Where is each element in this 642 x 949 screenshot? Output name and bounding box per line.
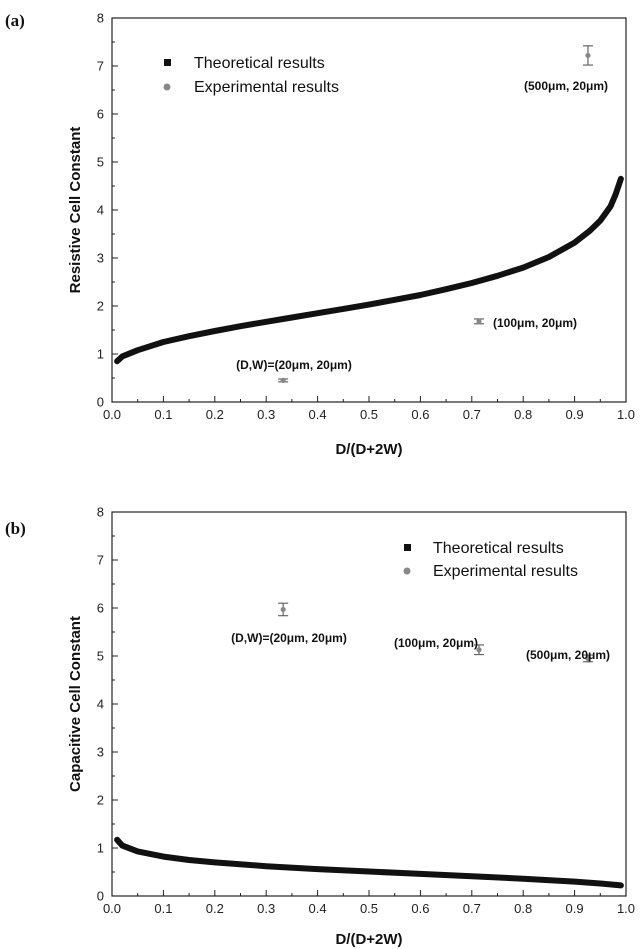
- panel-a-legend: Theoretical results Experimental results: [163, 55, 339, 96]
- panel-b-annotations: (D,W)=(20μm, 20μm) (100μm, 20μm) (500μm,…: [231, 631, 610, 662]
- y-tick-label: 1: [97, 347, 104, 362]
- panel-a: (a) 0.0 0.1 0.2 0.3 0.4 0.5 0.6 0.7 0.8 0.9 1.0 0 1…: [5, 11, 635, 459]
- y-tick-label: 6: [97, 107, 104, 122]
- theoretical-curve: [114, 836, 624, 889]
- x-tick-label: 1.0: [617, 901, 635, 916]
- x-tick-label: 0.8: [514, 901, 532, 916]
- x-tick-label: 0.1: [154, 407, 172, 422]
- y-tick-label: 4: [97, 203, 104, 218]
- panel-b-y-axis: 0 1 2 3 4 5 6 7 8: [97, 505, 118, 904]
- panel-b-y-axis-title: Capacitive Cell Constant: [67, 616, 84, 792]
- x-tick-label: 0.5: [360, 901, 378, 916]
- legend-experimental-label: Experimental results: [194, 79, 339, 96]
- panel-a-plot-frame: [111, 17, 627, 403]
- y-tick-label: 3: [97, 251, 104, 266]
- experimental-point: [585, 655, 591, 662]
- experimental-point: [585, 52, 591, 59]
- y-tick-label: 2: [97, 299, 104, 314]
- panel-a-y-axis: 0 1 2 3 4 5 6 7 8: [97, 11, 118, 410]
- panel-a-x-axis: 0.0 0.1 0.2 0.3 0.4 0.5 0.6 0.7 0.8 0.9 1.0: [103, 396, 635, 422]
- y-tick-label: 8: [97, 11, 104, 26]
- x-tick-label: 0.6: [411, 407, 429, 422]
- experimental-point: [476, 318, 482, 324]
- x-tick-label: 0.7: [463, 407, 481, 422]
- annotation-100um: (100μm, 20μm): [394, 636, 478, 650]
- annotation-100um: (100μm, 20μm): [493, 316, 577, 330]
- panel-b-legend: Theoretical results Experimental results: [403, 540, 578, 580]
- x-tick-label: 0.5: [360, 407, 378, 422]
- x-tick-label: 0.9: [566, 407, 584, 422]
- x-tick-label: 0.0: [103, 901, 121, 916]
- panel-b-label: (b): [5, 519, 26, 538]
- y-tick-label: 7: [97, 553, 104, 568]
- x-tick-label: 0.3: [257, 901, 275, 916]
- y-tick-label: 1: [97, 841, 104, 856]
- x-tick-label: 0.3: [257, 407, 275, 422]
- panel-b-x-axis: 0.0 0.1 0.2 0.3 0.4 0.5 0.6 0.7 0.8 0.9 1.0: [103, 890, 635, 916]
- experimental-point: [280, 606, 286, 613]
- y-tick-label: 6: [97, 601, 104, 616]
- panel-a-label: (a): [5, 11, 25, 30]
- experimental-point: [476, 647, 482, 653]
- panel-a-series: [114, 45, 624, 383]
- annotation-500um: (500μm, 20μm): [524, 79, 608, 93]
- theoretical-curve: [114, 175, 624, 365]
- experimental-point: [280, 377, 286, 383]
- annotation-20um: (D,W)=(20μm, 20μm): [231, 631, 347, 645]
- legend-experimental-marker: [163, 83, 171, 91]
- y-tick-label: 5: [97, 155, 104, 170]
- y-tick-label: 8: [97, 505, 104, 520]
- x-tick-label: 0.2: [206, 407, 224, 422]
- x-tick-label: 0.2: [206, 901, 224, 916]
- annotation-20um: (D,W)=(20μm, 20μm): [236, 358, 352, 372]
- x-tick-label: 0.0: [103, 407, 121, 422]
- legend-theoretical-marker: [404, 544, 411, 551]
- panel-b-series: [114, 602, 624, 889]
- x-tick-label: 0.6: [411, 901, 429, 916]
- x-tick-label: 0.8: [514, 407, 532, 422]
- panel-a-x-axis-title: D/(D+2W): [335, 441, 402, 458]
- panel-a-y-axis-title: Resistive Cell Constant: [67, 127, 84, 294]
- y-tick-label: 0: [97, 889, 104, 904]
- x-tick-label: 0.4: [309, 407, 327, 422]
- legend-theoretical-label: Theoretical results: [433, 540, 564, 557]
- x-tick-label: 0.4: [309, 901, 327, 916]
- legend-theoretical-marker: [164, 59, 171, 66]
- panel-b: (b) 0.0 0.1 0.2 0.3 0.4 0.5 0.6 0.7 0.8 0.9 1.0 0 1…: [5, 505, 635, 949]
- y-tick-label: 3: [97, 745, 104, 760]
- panel-a-annotations: (D,W)=(20μm, 20μm) (100μm, 20μm) (500μm,…: [236, 79, 608, 372]
- x-tick-label: 1.0: [617, 407, 635, 422]
- y-tick-label: 2: [97, 793, 104, 808]
- y-tick-label: 5: [97, 649, 104, 664]
- legend-experimental-label: Experimental results: [433, 563, 578, 580]
- x-tick-label: 0.9: [566, 901, 584, 916]
- panel-b-x-axis-title: D/(D+2W): [335, 931, 402, 948]
- y-tick-label: 7: [97, 59, 104, 74]
- x-tick-label: 0.1: [154, 901, 172, 916]
- y-tick-label: 0: [97, 395, 104, 410]
- legend-theoretical-label: Theoretical results: [194, 55, 325, 72]
- x-tick-label: 0.7: [463, 901, 481, 916]
- annotation-500um: (500μm, 20μm): [526, 648, 610, 662]
- y-tick-label: 4: [97, 697, 104, 712]
- legend-experimental-marker: [403, 567, 411, 575]
